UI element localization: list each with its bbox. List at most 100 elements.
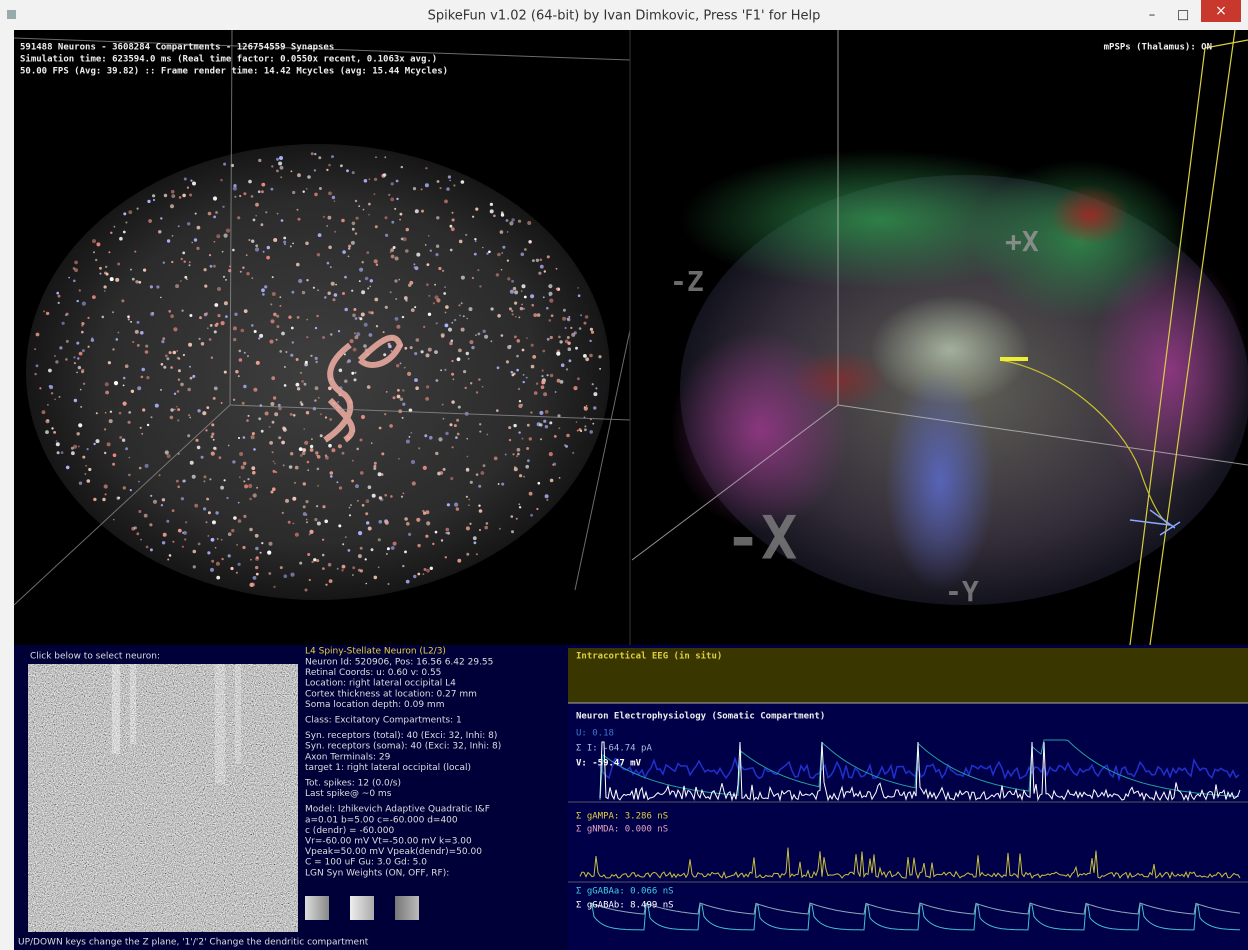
neuron-dot [249, 582, 254, 588]
neuron-dot [526, 337, 528, 339]
left-3d-view[interactable] [13, 29, 631, 606]
neuron-dot [188, 342, 193, 347]
neuron-dot [557, 414, 561, 418]
neuron-dot [243, 192, 247, 196]
neuron-dot [475, 553, 478, 556]
neuron-dot [566, 336, 570, 339]
neuron-dot [142, 408, 146, 412]
neuron-dot [123, 212, 127, 216]
neuron-dot [402, 402, 406, 406]
neuron-dot [177, 408, 181, 412]
neuron-dot [585, 357, 590, 362]
neuron-dot [171, 260, 174, 264]
neuron-dot [265, 211, 268, 214]
retina-noise[interactable] [28, 664, 298, 932]
neuron-dot [128, 411, 131, 414]
minimize-button[interactable]: – [1149, 8, 1156, 23]
neuron-dot [405, 249, 409, 253]
neuron-dot [330, 333, 333, 336]
neuron-dot [368, 311, 371, 314]
neuron-dot [444, 311, 447, 314]
neuron-dot [367, 485, 372, 490]
neuron-dot [359, 546, 363, 550]
neuron-dot [450, 476, 454, 481]
neuron-dot [132, 340, 135, 344]
neuron-dot [440, 539, 444, 542]
neuron-dot [322, 505, 326, 509]
neuron-dot [57, 294, 61, 298]
bounding-line [1129, 47, 1206, 646]
neuron-dot [112, 453, 117, 458]
neuron-dot [182, 353, 185, 357]
neuron-dot [333, 293, 338, 297]
right-3d-view[interactable]: -Z +X -X -Y [631, 29, 1248, 646]
neuron-dot [272, 487, 276, 492]
neuron-dot [296, 316, 300, 319]
neuron-dot [122, 230, 126, 234]
neuron-dot [501, 482, 505, 486]
retina-image[interactable] [28, 664, 298, 932]
neuron-dot [336, 567, 339, 570]
neuron-dot [302, 448, 307, 452]
neuron-dot [589, 327, 594, 331]
neuron-dot [535, 382, 539, 385]
neuron-dot [530, 294, 535, 299]
neuron-dot [426, 283, 429, 287]
neuron-dot [474, 238, 477, 241]
neuron-dot [112, 311, 114, 314]
neuron-dot [95, 439, 100, 444]
neuron-dot [583, 321, 587, 325]
neuron-dot [324, 454, 328, 457]
neuron-dot [166, 454, 171, 459]
neuron-dot [421, 209, 424, 213]
neuron-dot [549, 335, 553, 340]
neuron-dot [39, 387, 42, 390]
neuron-dot [237, 501, 240, 504]
neuron-dot [404, 550, 407, 554]
neuron-dot [121, 438, 126, 442]
neuron-dot [455, 507, 460, 511]
neuron-dot [280, 219, 284, 222]
neuron-dot [449, 423, 453, 427]
neuron-dot [278, 436, 282, 440]
neuron-dot [468, 504, 470, 507]
selected-neuron [323, 334, 404, 443]
neuron-dot [119, 436, 123, 439]
neuron-dot [226, 496, 229, 500]
axis-label: -Y [945, 575, 979, 608]
neuron-dot [573, 331, 577, 335]
neuron-dot [176, 390, 180, 393]
neuron-dot [572, 451, 575, 454]
neuron-dot [352, 574, 354, 576]
neuron-dot [240, 465, 245, 470]
neuron-dot [336, 481, 339, 484]
neuron-dot [223, 479, 226, 482]
neuron-dot [207, 211, 212, 216]
neuron-dot [225, 315, 228, 318]
neuron-dot [238, 349, 242, 353]
neuron-dot [347, 549, 351, 552]
neuron-dot [480, 471, 485, 475]
cube-edge [229, 29, 233, 406]
neuron-dot [354, 335, 359, 340]
close-button-bg[interactable] [1201, 0, 1241, 22]
neuron-dot [396, 324, 401, 329]
neuron-dot [308, 533, 311, 536]
neuron-dot [541, 380, 546, 385]
neuron-dot [248, 179, 252, 184]
neuron-dot [369, 285, 372, 288]
neuron-dot [274, 462, 276, 465]
retina-stripe [112, 664, 120, 754]
neuron-dot [549, 421, 553, 425]
neuron-dot [314, 386, 319, 391]
neuron-dot [78, 289, 81, 292]
neuron-dot [392, 541, 397, 546]
maximize-button[interactable]: □ [1177, 8, 1189, 23]
neuron-dot [315, 360, 318, 364]
close-button[interactable]: × [1215, 3, 1227, 19]
neuron-dot [428, 295, 431, 297]
neuron-dot [552, 463, 555, 466]
neuron-dot [519, 306, 524, 311]
info-line: Cortex thickness at location: 0.27 mm [305, 689, 477, 699]
neuron-dot [208, 338, 212, 341]
